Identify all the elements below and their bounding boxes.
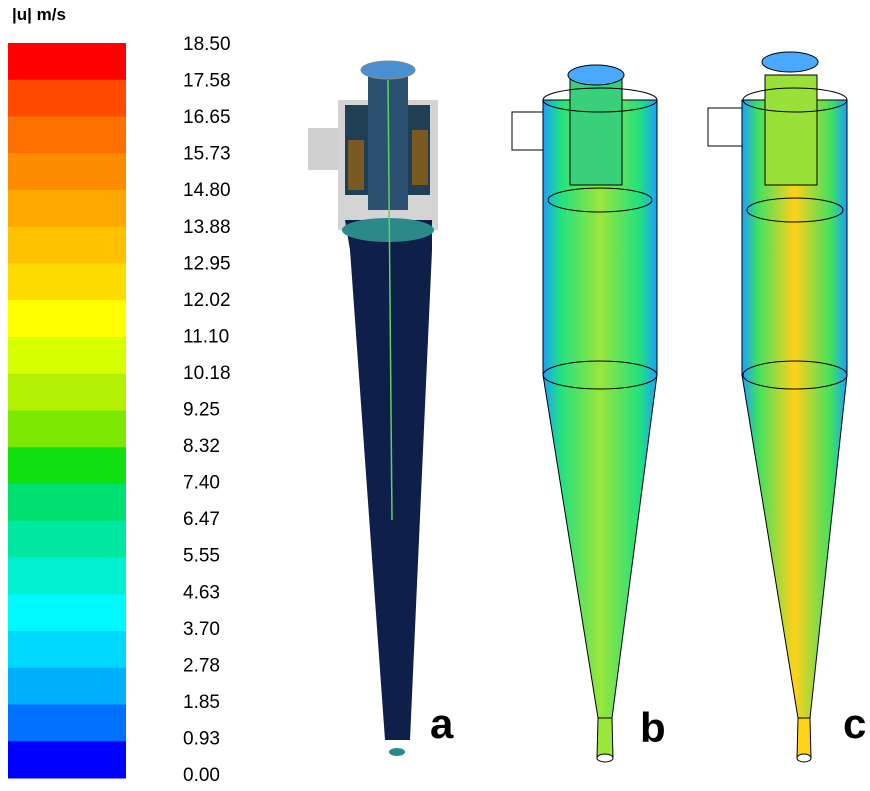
colorbar-tick-label: 2.78: [183, 655, 220, 676]
color-band: [8, 300, 126, 337]
color-band: [8, 374, 126, 411]
color-band: [8, 484, 126, 521]
panel-label: a: [430, 700, 454, 747]
colorbar-tick-label: 5.55: [183, 546, 220, 567]
panel-label: b: [640, 704, 666, 751]
colorbar-tick-label: 15.73: [183, 144, 231, 165]
colorbar-tick-label: 0.00: [183, 765, 220, 786]
colorbar-tick-label: 11.10: [183, 326, 229, 347]
color-band: [8, 521, 126, 558]
cyclone-c: [708, 52, 847, 762]
colorbar-tick-label: 13.88: [183, 217, 231, 238]
color-band: [8, 668, 126, 705]
cyclone-a: [308, 61, 438, 756]
color-band: [8, 80, 126, 117]
color-band: [8, 227, 126, 264]
colorbar-labels: 18.50 17.58 16.65 15.73 14.80 13.88 12.95 12.02…: [183, 34, 231, 786]
panel-label: c: [843, 700, 866, 747]
colorbar-tick-label: 0.93: [183, 728, 220, 749]
colorbar-tick-label: 1.85: [183, 692, 220, 713]
color-band: [8, 741, 126, 778]
color-band: [8, 337, 126, 374]
colorbar-tick-label: 16.65: [183, 107, 231, 128]
color-band: [8, 264, 126, 301]
color-band: [8, 447, 126, 484]
color-band: [8, 631, 126, 668]
colorbar-tick-label: 6.47: [183, 509, 220, 530]
color-band: [8, 43, 126, 80]
cyclone-b: [512, 65, 657, 762]
colorbar-tick-label: 17.58: [183, 71, 231, 92]
color-band: [8, 558, 126, 595]
color-band: [8, 153, 126, 190]
figure: |u| m/s 18.50 17.58 16.65 15.73 14.80 13.88 12…: [0, 0, 870, 791]
colorbar-tick-label: 9.25: [183, 400, 220, 421]
colorbar-tick-label: 3.70: [183, 619, 220, 640]
legend-title: |u| m/s: [12, 5, 66, 24]
color-band: [8, 411, 126, 448]
colorbar-tick-label: 18.50: [183, 34, 231, 55]
colorbar-tick-label: 12.95: [183, 253, 231, 274]
color-band: [8, 190, 126, 227]
colorbar-tick-label: 4.63: [183, 582, 220, 603]
colorbar-tick-label: 10.18: [183, 363, 231, 384]
color-band: [8, 117, 126, 154]
colorbar-tick-label: 14.80: [183, 180, 231, 201]
colorbar-tick-label: 7.40: [183, 473, 220, 494]
color-band: [8, 705, 126, 742]
colorbar-tick-label: 8.32: [183, 436, 220, 457]
colorbar-tick-label: 12.02: [183, 290, 231, 311]
color-band: [8, 594, 126, 631]
colorbar: [8, 43, 126, 779]
